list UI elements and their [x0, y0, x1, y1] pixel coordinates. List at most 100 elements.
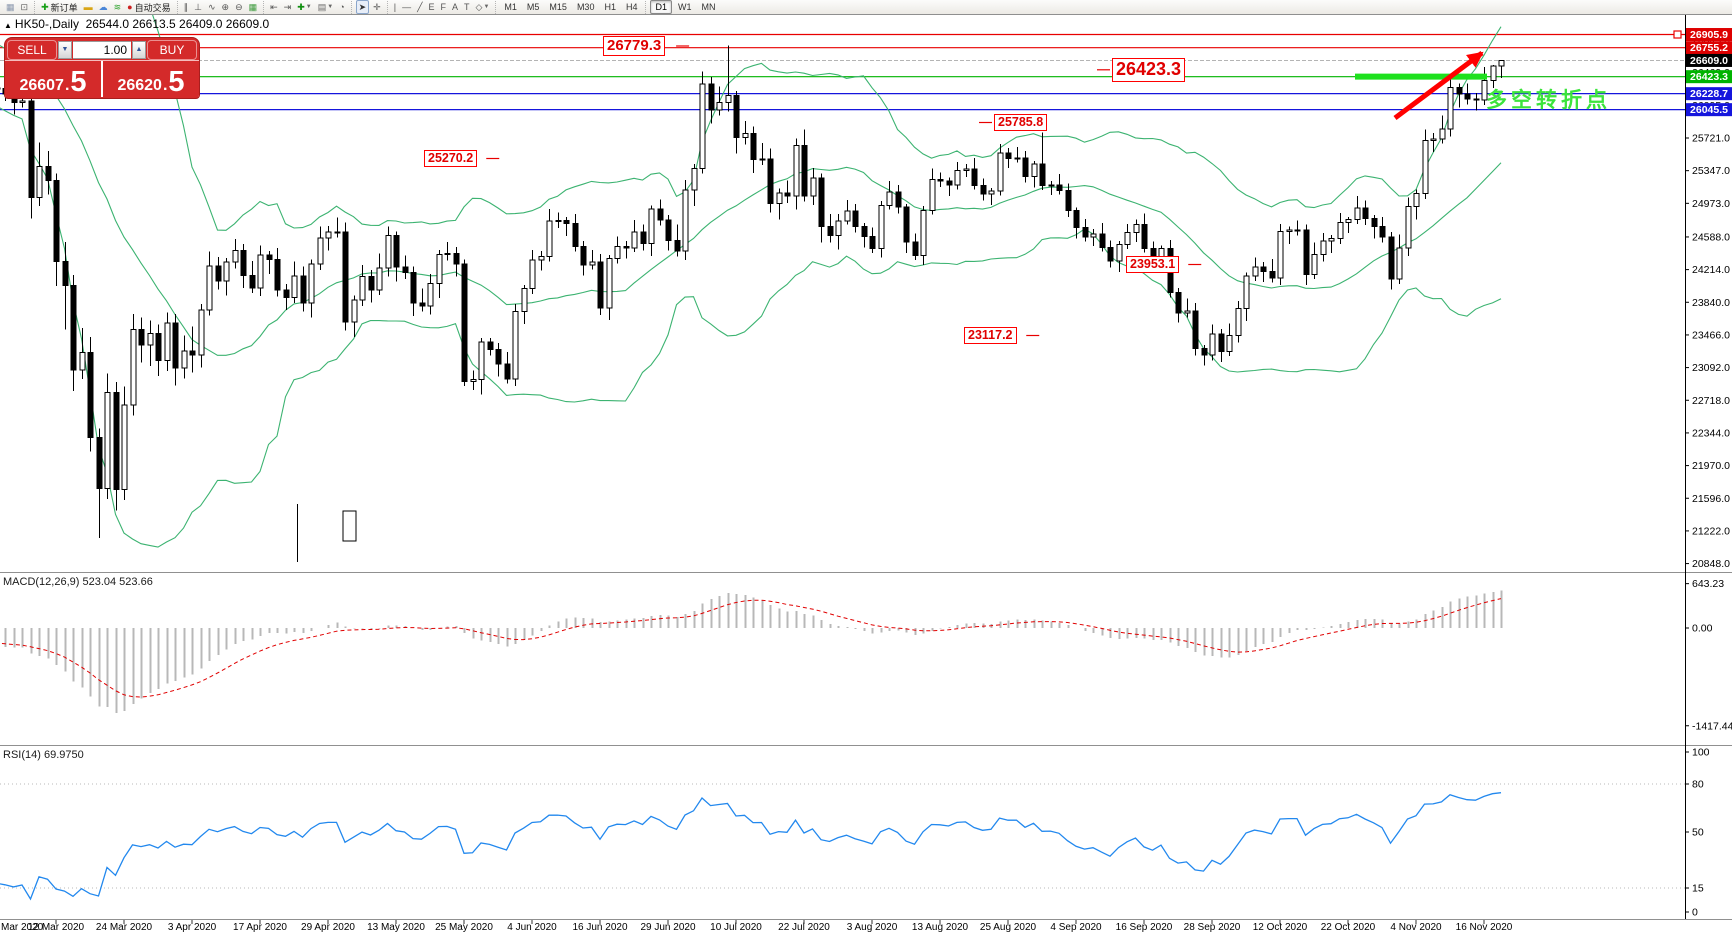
svg-text:13 Aug 2020: 13 Aug 2020 — [912, 922, 969, 933]
svg-text:29 Apr 2020: 29 Apr 2020 — [301, 922, 355, 933]
price-callout[interactable]: 25785.8 — [994, 114, 1048, 131]
timeframe-h1-button[interactable]: H1 — [604, 2, 616, 12]
svg-text:15: 15 — [1692, 883, 1704, 895]
zoom-window-icon[interactable]: ⊡ — [20, 2, 29, 12]
chart-chrome — [0, 14, 1732, 921]
trendline-icon[interactable]: ╱ — [417, 2, 423, 12]
toolbar: ▦ ⊡ ✚ 新订单 ▬ ☁ ≋ ● 自动交易 ∥ ⊥ ∿ ⊕ ⊖ ▦ ⇤ ⇥ ✚ ▼ ▤ ▼ ◔ ➤ ✛ | ― ╱ E F A T ◇ ▼ M1… — [0, 0, 1732, 15]
svg-text:13 May 2020: 13 May 2020 — [367, 922, 425, 933]
rsi-indicator — [0, 783, 1685, 901]
svg-text:24 Mar 2020: 24 Mar 2020 — [96, 922, 153, 933]
cursor-icon[interactable]: ➤ — [355, 0, 370, 14]
chevron-down-icon[interactable]: ▼ — [327, 4, 334, 10]
svg-text:16 Nov 2020: 16 Nov 2020 — [1456, 922, 1513, 933]
svg-text:16 Jun 2020: 16 Jun 2020 — [572, 922, 627, 933]
step-forward-icon[interactable]: ⇥ — [283, 2, 292, 12]
svg-text:21222.0: 21222.0 — [1692, 525, 1730, 537]
templates-icon[interactable]: ▤ ▼ — [317, 2, 334, 12]
price-callout[interactable]: 26779.3 — [603, 36, 666, 56]
volume-increase-button[interactable]: ▲ — [132, 40, 146, 59]
svg-text:26755.2: 26755.2 — [1690, 42, 1728, 54]
text-icon[interactable]: A — [452, 2, 459, 12]
zoom-out-icon[interactable]: ⊖ — [235, 2, 243, 12]
svg-text:-1417.44: -1417.44 — [1692, 720, 1732, 732]
svg-text:25 Aug 2020: 25 Aug 2020 — [980, 922, 1037, 933]
svg-text:24214.0: 24214.0 — [1692, 264, 1730, 276]
signal-icon[interactable]: ≋ — [113, 2, 122, 12]
buy-button[interactable]: BUY — [147, 39, 197, 60]
svg-text:643.23: 643.23 — [1692, 578, 1724, 590]
fibonacci-icon[interactable]: F — [440, 2, 447, 12]
add-indicator-icon[interactable]: ✚ ▼ — [297, 2, 312, 12]
price-callout[interactable]: 23953.1 — [1126, 256, 1180, 273]
collapse-arrow-icon[interactable]: ▲ — [4, 21, 12, 30]
svg-text:23092.0: 23092.0 — [1692, 362, 1730, 374]
timeframe-h4-button[interactable]: H4 — [625, 2, 638, 12]
svg-text:0: 0 — [1692, 907, 1698, 919]
price-callout[interactable]: 23117.2 — [964, 327, 1017, 344]
shapes-icon[interactable]: ◇ ▼ — [475, 2, 490, 12]
rsi-pane-label: RSI(14) 69.9750 — [3, 749, 84, 761]
price-callout[interactable]: 25270.2 — [424, 150, 478, 167]
zoom-in-icon[interactable]: ⊕ — [221, 2, 230, 12]
horizontal-line-icon[interactable]: ― — [402, 2, 412, 12]
timeframe-m15-button[interactable]: M15 — [549, 2, 567, 12]
svg-text:23840.0: 23840.0 — [1692, 297, 1730, 309]
svg-text:25347.0: 25347.0 — [1692, 165, 1730, 177]
svg-text:17 Apr 2020: 17 Apr 2020 — [233, 922, 287, 933]
callout-leaders — [486, 45, 1202, 337]
timeframe-m30-button[interactable]: M30 — [576, 2, 595, 12]
svg-text:29 Jun 2020: 29 Jun 2020 — [640, 922, 695, 933]
svg-text:28 Sep 2020: 28 Sep 2020 — [1184, 922, 1241, 933]
timeframe-w1-button[interactable]: W1 — [678, 2, 692, 12]
svg-text:24588.0: 24588.0 — [1692, 231, 1730, 243]
svg-text:10 Jul 2020: 10 Jul 2020 — [710, 922, 762, 933]
svg-text:4 Sep 2020: 4 Sep 2020 — [1050, 922, 1102, 933]
clock-icon[interactable]: ◔ — [339, 2, 345, 12]
sell-price[interactable]: 26607. 5 — [5, 61, 101, 97]
trend-arrow[interactable] — [1393, 50, 1484, 121]
elliott-wave-icon[interactable]: E — [428, 2, 435, 12]
timeframe-d1-button[interactable]: D1 — [650, 0, 672, 14]
trendline-handle[interactable] — [1673, 30, 1682, 39]
candlestick-chart-icon[interactable]: ⊥ — [194, 2, 202, 12]
svg-text:21970.0: 21970.0 — [1692, 460, 1730, 472]
chart-window-icon[interactable]: ▦ — [6, 2, 15, 12]
buy-price[interactable]: 26620. 5 — [103, 61, 199, 97]
sell-button[interactable]: SELL — [7, 39, 57, 60]
horizontal-level-lines[interactable] — [0, 33, 1685, 111]
bar-chart-icon[interactable]: ∥ — [183, 2, 189, 12]
autotrade-button[interactable]: ● 自动交易 — [127, 2, 171, 13]
svg-text:3 Aug 2020: 3 Aug 2020 — [847, 922, 898, 933]
tile-windows-icon[interactable]: ▦ — [248, 2, 258, 12]
svg-text:26423.3: 26423.3 — [1690, 71, 1728, 83]
svg-text:26045.5: 26045.5 — [1690, 104, 1728, 116]
chevron-down-icon[interactable]: ▼ — [483, 4, 490, 10]
svg-text:25 May 2020: 25 May 2020 — [435, 922, 493, 933]
cloud-upload-icon[interactable]: ☁ — [98, 2, 108, 12]
volume-input[interactable] — [73, 40, 131, 59]
new-order-button[interactable]: ✚ 新订单 — [41, 2, 78, 13]
step-back-icon[interactable]: ⇤ — [270, 2, 278, 12]
line-chart-icon[interactable]: ∿ — [207, 2, 216, 12]
vertical-line-icon[interactable]: | — [393, 2, 397, 12]
label-icon[interactable]: T — [464, 2, 470, 12]
svg-text:80: 80 — [1692, 779, 1704, 791]
timeframe-m1-button[interactable]: M1 — [504, 2, 517, 12]
crosshair-icon[interactable]: ✛ — [373, 2, 381, 12]
svg-text:26609.0: 26609.0 — [1690, 55, 1728, 67]
svg-text:22 Oct 2020: 22 Oct 2020 — [1321, 922, 1376, 933]
price-callout[interactable]: 26423.3 — [1112, 58, 1186, 82]
svg-text:16 Sep 2020: 16 Sep 2020 — [1116, 922, 1173, 933]
chevron-down-icon[interactable]: ▼ — [305, 4, 312, 10]
gold-bars-icon[interactable]: ▬ — [83, 2, 93, 12]
bull-bear-turning-point-note[interactable]: 多空转折点 — [1486, 89, 1611, 112]
timeframe-m5-button[interactable]: M5 — [526, 2, 540, 12]
svg-text:0.00: 0.00 — [1692, 623, 1713, 635]
volume-decrease-button[interactable]: ▼ — [58, 40, 72, 59]
chart-title: ▲ HK50-,Daily 26544.0 26613.5 26409.0 266… — [4, 17, 269, 31]
timeframe-mn-button[interactable]: MN — [701, 2, 716, 12]
